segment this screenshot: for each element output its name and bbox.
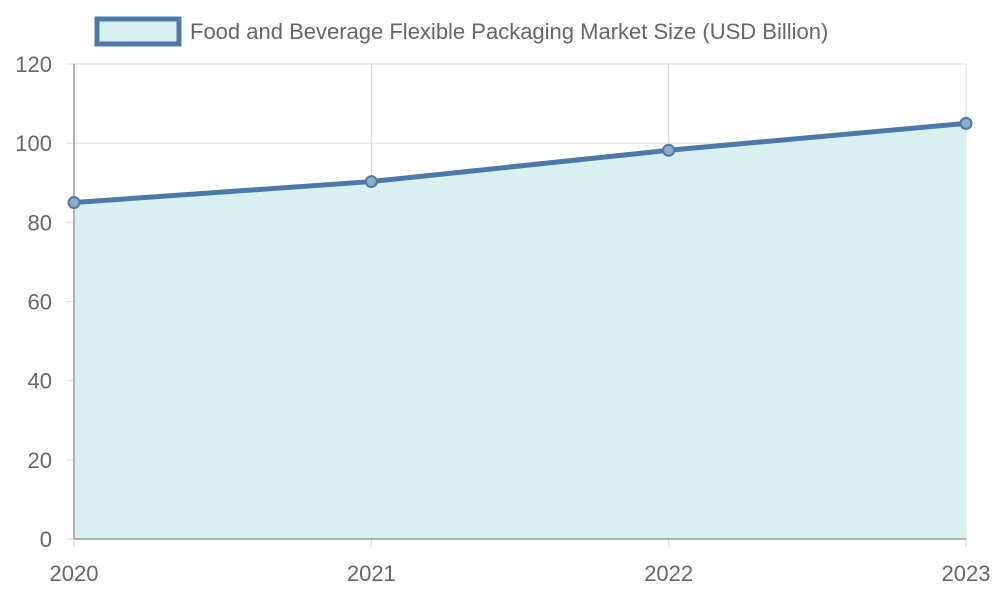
data-points: [67, 116, 973, 210]
tick-labels: 0 20 40 60 80 100 120 2020 2021 2022 2023: [15, 52, 990, 586]
x-tick-label: 2022: [644, 561, 693, 586]
x-tick-label: 2021: [347, 561, 396, 586]
data-point[interactable]: [364, 175, 378, 189]
x-tick-label: 2023: [942, 561, 991, 586]
data-point[interactable]: [959, 116, 973, 130]
y-tick-label: 100: [15, 131, 52, 156]
axes: [66, 63, 967, 547]
area-fill: [74, 123, 966, 539]
y-tick-label: 40: [28, 369, 52, 394]
y-tick-label: 120: [15, 52, 52, 77]
plot-area: [74, 123, 966, 539]
legend-label[interactable]: Food and Beverage Flexible Packaging Mar…: [190, 19, 828, 44]
data-point[interactable]: [662, 143, 676, 157]
legend[interactable]: Food and Beverage Flexible Packaging Mar…: [94, 16, 828, 47]
y-tick-label: 20: [28, 448, 52, 473]
series-line: [71, 120, 969, 206]
legend-swatch[interactable]: [94, 16, 182, 47]
y-tick-label: 60: [28, 290, 52, 315]
y-tick-label: 80: [28, 210, 52, 235]
x-tick-label: 2020: [50, 561, 99, 586]
data-point[interactable]: [67, 196, 81, 210]
y-tick-label: 0: [40, 527, 52, 552]
